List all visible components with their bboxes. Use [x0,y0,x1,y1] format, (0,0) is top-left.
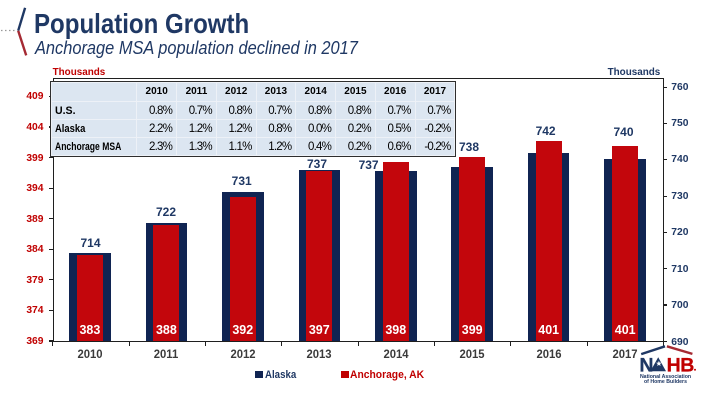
svg-text:N: N [639,354,653,376]
svg-text:B: B [680,354,694,376]
svg-text:H: H [667,354,681,376]
svg-text:National Association: National Association [640,374,691,380]
svg-text:of Home Builders: of Home Builders [644,379,687,385]
